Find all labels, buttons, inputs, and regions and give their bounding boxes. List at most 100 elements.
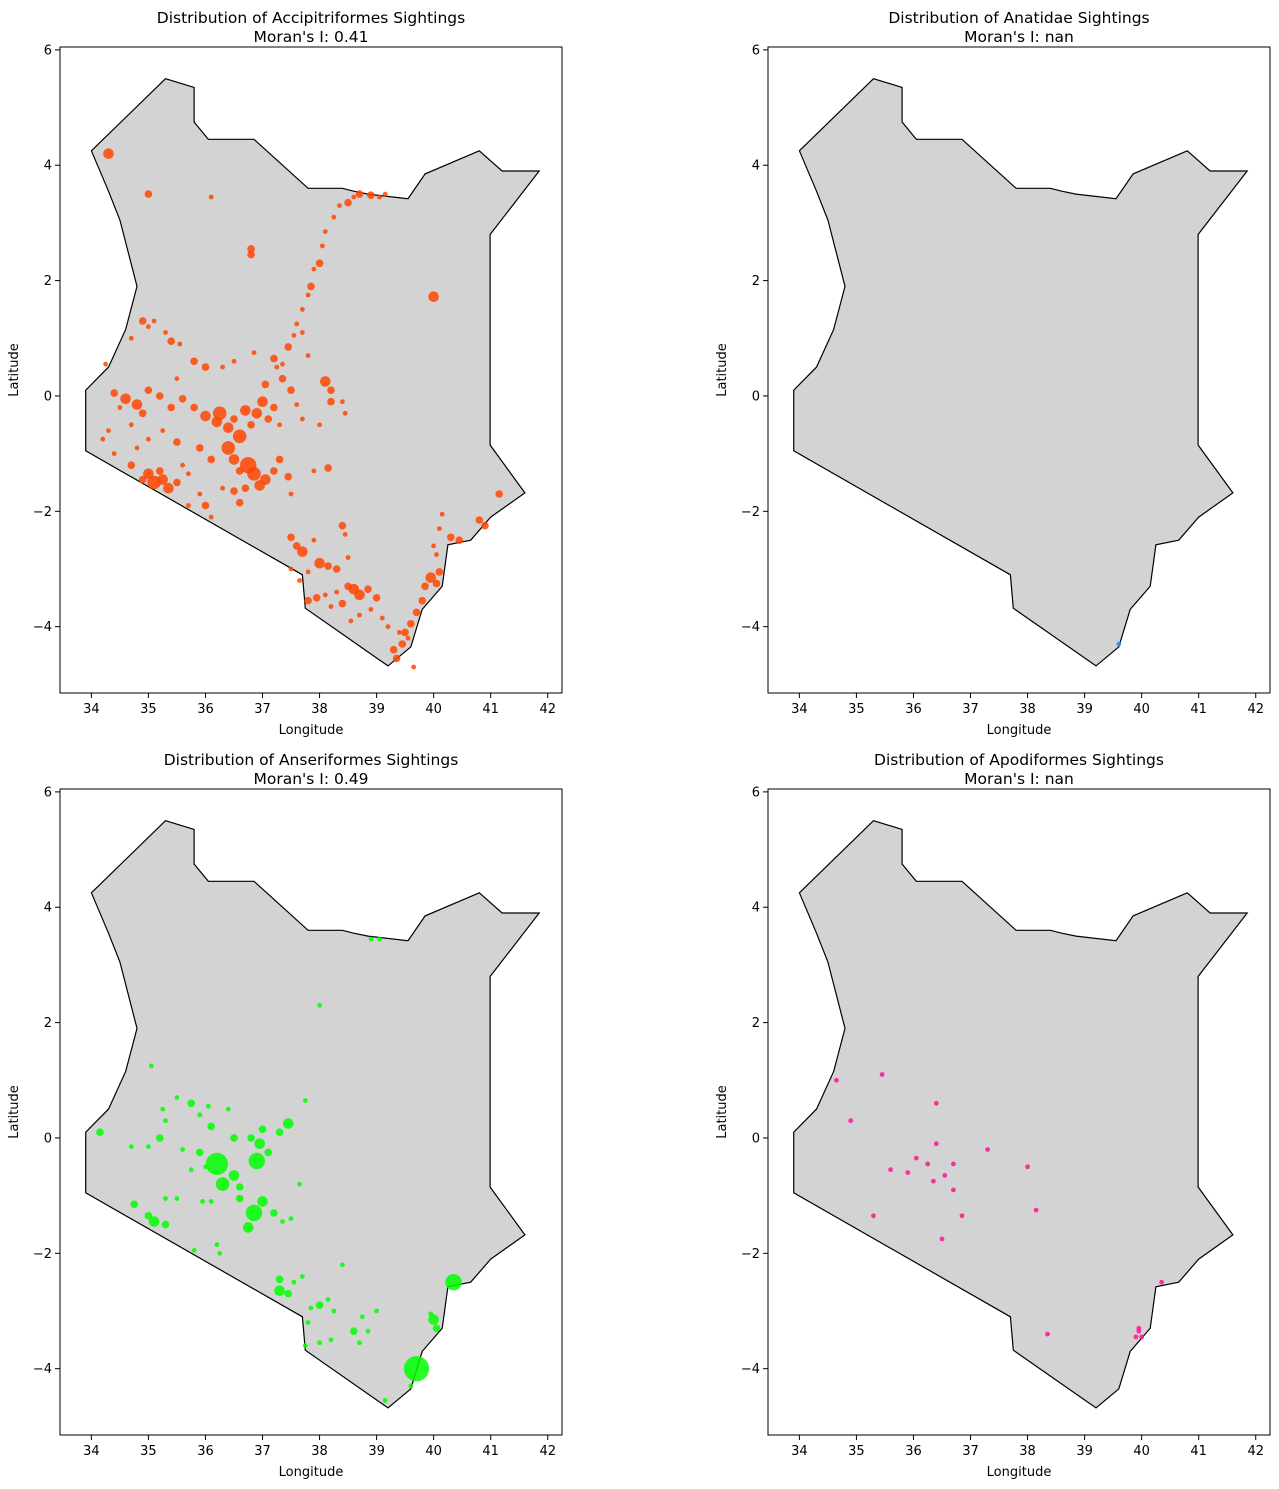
- y-tick-label: 2: [44, 1016, 52, 1031]
- sighting-point: [167, 337, 175, 346]
- x-tick-label: 35: [848, 702, 865, 717]
- sighting-point: [322, 229, 328, 235]
- sighting-point: [871, 1213, 876, 1219]
- chart-subtitle: Moran's I: 0.49: [253, 770, 368, 788]
- sighting-point: [437, 526, 442, 531]
- y-tick-label: 4: [752, 159, 760, 174]
- y-tick-label: −4: [33, 620, 52, 635]
- sighting-point: [311, 266, 317, 272]
- sighting-point: [305, 1320, 311, 1325]
- y-tick-label: 0: [44, 389, 52, 404]
- sighting-point: [146, 1144, 151, 1149]
- sighting-point: [264, 1148, 273, 1157]
- sighting-point: [138, 409, 147, 418]
- sighting-point: [412, 608, 421, 617]
- sighting-point: [260, 474, 271, 485]
- sighting-point: [311, 537, 317, 543]
- sighting-point: [455, 536, 464, 544]
- sighting-point: [228, 1170, 240, 1181]
- sighting-point: [235, 1194, 244, 1203]
- x-tick-label: 38: [311, 702, 328, 717]
- sighting-point: [288, 1216, 294, 1222]
- sighting-point: [128, 422, 134, 428]
- sighting-point: [235, 1183, 244, 1191]
- sighting-point: [351, 194, 357, 200]
- sighting-point: [100, 436, 106, 442]
- sighting-point: [232, 429, 247, 444]
- sighting-point: [304, 596, 312, 605]
- sighting-point: [205, 1152, 228, 1175]
- y-tick-label: 0: [44, 1131, 52, 1146]
- sighting-point: [357, 612, 362, 618]
- sighting-point: [334, 589, 340, 595]
- sighting-point: [338, 521, 347, 530]
- sighting-point: [431, 543, 436, 549]
- sighting-point: [305, 353, 311, 358]
- sighting-point: [418, 596, 427, 605]
- x-tick-label: 41: [1190, 1444, 1207, 1459]
- sighting-point: [196, 1148, 204, 1157]
- sighting-point: [879, 1072, 885, 1077]
- sighting-point: [1045, 1331, 1050, 1337]
- chart-title: Distribution of Anatidae Sightings: [888, 9, 1149, 27]
- sighting-point: [294, 402, 300, 407]
- sighting-point: [292, 542, 301, 550]
- x-tick-label: 36: [197, 702, 214, 717]
- sighting-point: [284, 343, 293, 351]
- points-group: [834, 1072, 1164, 1340]
- sighting-point: [392, 654, 401, 663]
- sighting-point: [157, 474, 168, 485]
- sighting-point: [287, 533, 295, 542]
- sighting-point: [297, 1181, 302, 1187]
- sighting-point: [382, 191, 388, 197]
- sighting-point: [348, 618, 354, 624]
- sighting-point: [359, 1314, 365, 1320]
- sighting-point: [230, 415, 238, 423]
- x-tick-label: 34: [791, 702, 808, 717]
- x-tick-label: 36: [197, 1444, 214, 1459]
- sighting-point: [888, 1167, 893, 1173]
- sighting-point: [103, 148, 114, 159]
- sighting-point: [127, 461, 136, 470]
- sighting-point: [223, 422, 234, 434]
- sighting-point: [942, 1173, 948, 1178]
- sighting-point: [445, 1274, 462, 1291]
- sighting-point: [344, 198, 352, 207]
- sighting-point: [148, 1063, 154, 1069]
- sighting-point: [284, 1289, 293, 1298]
- sighting-point: [345, 555, 351, 560]
- sighting-point: [325, 1297, 331, 1302]
- sighting-point: [340, 399, 345, 405]
- sighting-point: [103, 361, 108, 367]
- sighting-point: [389, 645, 398, 654]
- sighting-point: [403, 1356, 430, 1382]
- x-tick-label: 40: [425, 1444, 442, 1459]
- sighting-point: [1136, 1325, 1142, 1331]
- sighting-point: [398, 640, 407, 648]
- sighting-point: [317, 422, 322, 428]
- sighting-point: [434, 552, 439, 557]
- y-tick-label: 4: [752, 901, 760, 916]
- sighting-point: [190, 357, 198, 366]
- sighting-point: [245, 1204, 263, 1222]
- sighting-point: [337, 203, 342, 209]
- sighting-point: [275, 455, 284, 464]
- country-outline: [85, 78, 541, 667]
- y-tick-label: 2: [44, 274, 52, 289]
- sighting-point: [322, 592, 328, 598]
- x-tick-label: 39: [368, 702, 385, 717]
- sighting-point: [327, 397, 335, 406]
- country-outline: [793, 78, 1249, 667]
- y-tick-label: −4: [741, 1362, 760, 1377]
- sighting-point: [340, 1262, 345, 1268]
- y-tick-label: 4: [44, 901, 52, 916]
- sighting-point: [300, 1274, 305, 1279]
- sighting-point: [117, 405, 123, 410]
- sighting-point: [190, 403, 198, 412]
- sighting-point: [432, 1324, 441, 1333]
- sighting-point: [96, 1128, 104, 1136]
- x-tick-label: 39: [368, 1444, 385, 1459]
- sighting-point: [297, 546, 308, 557]
- sighting-point: [401, 628, 409, 637]
